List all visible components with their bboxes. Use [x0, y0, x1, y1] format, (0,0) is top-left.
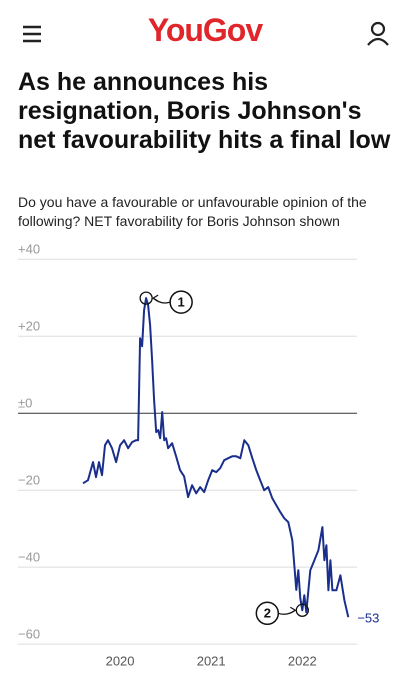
x-tick-label: 2020	[106, 653, 135, 668]
data-line	[82, 297, 350, 618]
x-tick-label: 2022	[288, 653, 317, 668]
subtitle: Do you have a favourable or unfavourable…	[18, 194, 367, 229]
y-tick-label: −20	[18, 473, 40, 488]
title: As he announces his resignation, Boris J…	[18, 68, 391, 154]
y-tick-label: −60	[18, 627, 40, 642]
menu-button[interactable]	[23, 25, 41, 43]
y-tick-label: ±0	[18, 396, 32, 411]
y-tick-label: −40	[18, 550, 40, 565]
annotation-label: 2	[264, 606, 271, 621]
annotation-label: 1	[178, 295, 185, 310]
end-label: −53	[357, 611, 379, 626]
annotation-arrowhead	[151, 294, 159, 302]
logo[interactable]: YouGov	[147, 12, 263, 48]
header-icons	[23, 21, 389, 46]
account-button[interactable]	[367, 21, 389, 46]
y-tick-label: +40	[18, 242, 40, 257]
y-tick-label: +20	[18, 319, 40, 334]
x-tick-label: 2021	[197, 653, 226, 668]
header: YouGov	[0, 0, 410, 68]
annotation-arrow	[152, 297, 171, 304]
annotation-arrowhead	[290, 606, 297, 614]
